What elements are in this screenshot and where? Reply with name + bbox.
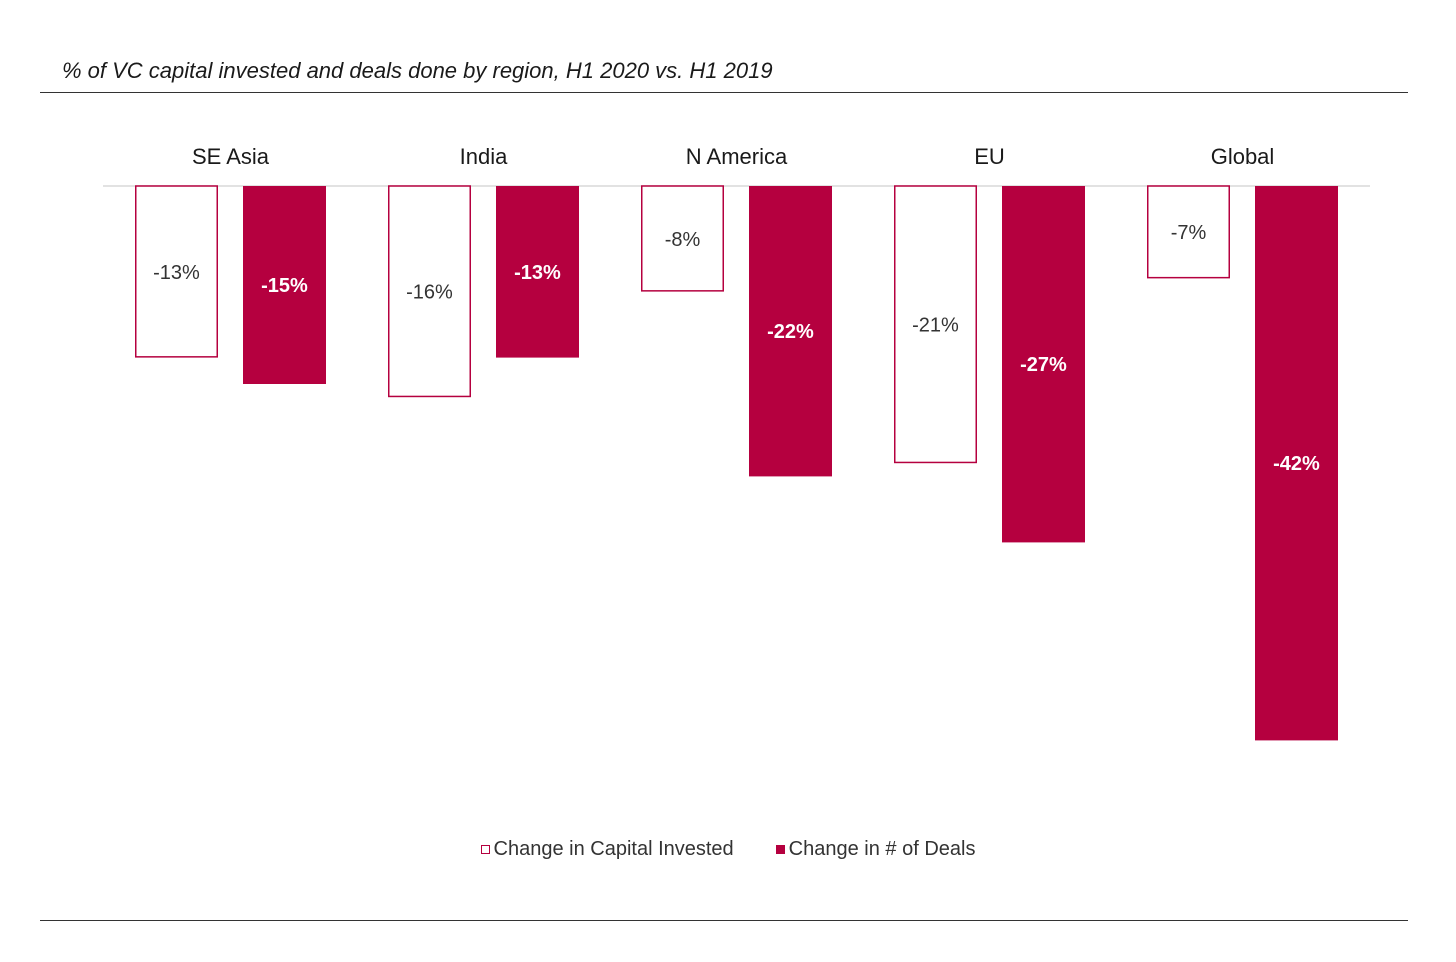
data-label: -16% — [406, 282, 453, 304]
bar — [1255, 186, 1338, 741]
category-label: SE Asia — [192, 144, 270, 169]
legend-label-deals: Change in # of Deals — [788, 838, 976, 860]
bar — [894, 185, 977, 464]
bar — [496, 186, 579, 358]
chart-title: % of VC capital invested and deals done … — [62, 58, 773, 83]
category-label: EU — [974, 144, 1005, 169]
data-label: -15% — [261, 275, 308, 297]
data-label: -13% — [514, 262, 561, 284]
data-label: -22% — [767, 321, 814, 343]
data-label: -42% — [1273, 453, 1320, 475]
bar — [388, 185, 471, 398]
data-label: -21% — [912, 315, 959, 337]
bar — [641, 185, 724, 292]
legend-swatch-deals — [775, 845, 785, 854]
legend-swatch-capital — [480, 845, 490, 854]
category-label: India — [460, 144, 508, 169]
bar — [135, 185, 218, 358]
legend-label-capital: Change in Capital Invested — [493, 838, 734, 860]
data-label: -27% — [1020, 354, 1067, 376]
category-label: Global — [1211, 144, 1275, 169]
data-label: -7% — [1171, 222, 1207, 244]
bottom-rule — [40, 920, 1408, 921]
bar — [243, 186, 326, 384]
legend: Change in Capital Invested Change in # o… — [0, 838, 1456, 861]
bar — [749, 186, 832, 477]
data-label: -13% — [153, 262, 200, 284]
category-label: N America — [686, 144, 788, 169]
top-rule — [40, 92, 1408, 93]
data-label: -8% — [665, 229, 701, 251]
legend-item-capital: Change in Capital Invested — [480, 838, 734, 861]
bar — [1147, 185, 1230, 279]
bar — [1002, 186, 1085, 543]
legend-item-deals: Change in # of Deals — [775, 838, 976, 861]
